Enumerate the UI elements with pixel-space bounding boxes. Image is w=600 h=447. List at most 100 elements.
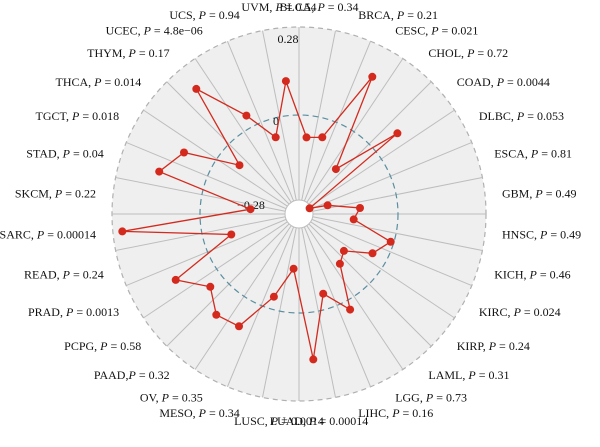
category-label-kich: KICH, P = 0.46	[494, 267, 570, 281]
data-point-luad	[309, 355, 318, 364]
data-point-ucs	[271, 133, 280, 142]
spoke-line	[126, 141, 287, 210]
spoke-line	[226, 41, 295, 202]
category-label-kirp: KIRP, P = 0.24	[457, 339, 530, 353]
category-label-prad: PRAD, P = 0.0013	[28, 305, 119, 319]
spoke-line	[306, 58, 404, 203]
category-label-laml: LAML, P = 0.31	[428, 368, 509, 382]
spoke-line	[312, 177, 483, 212]
category-label-dlbc: DLBC, P = 0.053	[479, 109, 564, 123]
category-label-blca: BLCA, P = 0.34	[279, 0, 358, 14]
category-label-thym: THYM, P = 0.17	[87, 46, 169, 60]
spoke-line	[303, 41, 372, 202]
category-label-stad: STAD, P = 0.04	[26, 147, 104, 161]
data-point-tgct	[180, 148, 188, 157]
category-label-pcpg: PCPG, P = 0.58	[64, 339, 141, 353]
spoke-line	[303, 226, 372, 387]
data-point-read	[227, 230, 236, 239]
spoke-line	[226, 226, 295, 387]
category-label-skcm: SKCM, P = 0.22	[15, 187, 96, 201]
data-point-ucec	[242, 111, 251, 120]
spoke-line	[311, 141, 472, 210]
category-label-luad: LUAD, P = 0.00014	[270, 414, 368, 428]
data-point-sarc	[118, 227, 127, 236]
radar-grid	[111, 26, 487, 402]
data-point-skcm	[246, 205, 255, 214]
spoke-line	[143, 221, 288, 319]
data-point-laml	[335, 259, 344, 268]
data-point-ov	[235, 322, 243, 331]
tick-label-zero: 0	[273, 114, 279, 128]
data-point-esca	[323, 201, 332, 210]
data-point-pcpg	[206, 282, 215, 291]
spoke-line	[143, 109, 288, 207]
category-label-hnsc: HNSC, P = 0.49	[502, 227, 581, 241]
category-label-lihc: LIHC, P = 0.16	[358, 406, 433, 420]
data-point-thca	[235, 161, 244, 170]
zero-ring	[199, 114, 399, 314]
category-label-chol: CHOL, P = 0.72	[428, 46, 508, 60]
spoke-line	[126, 218, 287, 287]
spoke-line	[310, 221, 455, 319]
radial-tick-labels: 0.28 0 −0.28	[237, 32, 298, 212]
data-point-thym	[192, 84, 201, 93]
data-point-lihc	[319, 289, 328, 298]
spoke-line	[308, 81, 432, 205]
spoke-line	[301, 227, 336, 398]
category-label-tgct: TGCT, P = 0.018	[36, 109, 120, 123]
category-label-esca: ESCA, P = 0.81	[494, 147, 572, 161]
spoke-line	[312, 216, 483, 251]
spoke-line	[301, 30, 336, 201]
category-label-lusc: LUSC, P = 0.0014	[234, 414, 324, 428]
data-point-uvm	[281, 77, 290, 86]
data-point-meso	[269, 292, 278, 301]
data-point-brca	[318, 133, 327, 142]
data-point-gbm	[356, 204, 364, 212]
spoke-line	[310, 109, 455, 207]
center-hub	[284, 199, 314, 229]
spoke-line	[115, 177, 286, 212]
data-point-hnsc	[349, 215, 358, 224]
category-label-lgg: LGG, P = 0.73	[395, 390, 467, 404]
data-point-lusc	[289, 264, 298, 273]
category-label-meso: MESO, P = 0.34	[159, 406, 239, 420]
data-point-stad	[155, 167, 164, 176]
data-point-lgg	[346, 305, 355, 314]
spoke-line	[308, 223, 432, 347]
tick-label-min: −0.28	[237, 198, 265, 212]
category-label-ov: OV, P = 0.35	[140, 390, 203, 404]
spoke-line	[194, 225, 292, 370]
spoke-line	[194, 58, 292, 203]
data-point-dlbc	[305, 204, 314, 213]
data-point-kich	[386, 237, 395, 246]
category-label-ucs: UCS, P = 0.94	[169, 8, 239, 22]
spoke-line	[262, 227, 297, 398]
tick-label-max: 0.28	[278, 32, 299, 46]
category-label-brca: BRCA, P = 0.21	[358, 8, 438, 22]
category-label-uvm: UVM, P = 0.54	[241, 0, 316, 14]
category-label-gbm: GBM, P = 0.49	[502, 187, 576, 201]
category-label-ucec: UCEC, P = 4.8e−06	[106, 24, 203, 38]
data-point-chol	[331, 165, 340, 174]
spoke-line	[166, 81, 290, 205]
data-point-prad	[171, 275, 180, 284]
category-label-thca: THCA, P = 0.014	[56, 75, 142, 89]
category-label-coad: COAD, P = 0.0044	[457, 75, 550, 89]
category-label-paad: PAAD,P = 0.32	[94, 368, 170, 382]
category-label-cesc: CESC, P = 0.021	[395, 24, 478, 38]
category-label-kirc: KIRC, P = 0.024	[479, 305, 561, 319]
data-point-blca	[302, 133, 311, 142]
spoke-line	[166, 223, 290, 347]
data-point-paad	[212, 310, 221, 319]
data-point-cesc	[368, 72, 377, 81]
spoke-line	[306, 225, 404, 370]
spoke-line	[311, 218, 472, 287]
category-label-sarc: SARC, P = 0.00014	[0, 227, 96, 241]
category-label-read: READ, P = 0.24	[24, 267, 104, 281]
series-line-group	[118, 72, 402, 364]
data-point-coad	[393, 129, 402, 138]
data-point-kirc	[368, 249, 377, 258]
data-point-kirp	[339, 246, 348, 255]
